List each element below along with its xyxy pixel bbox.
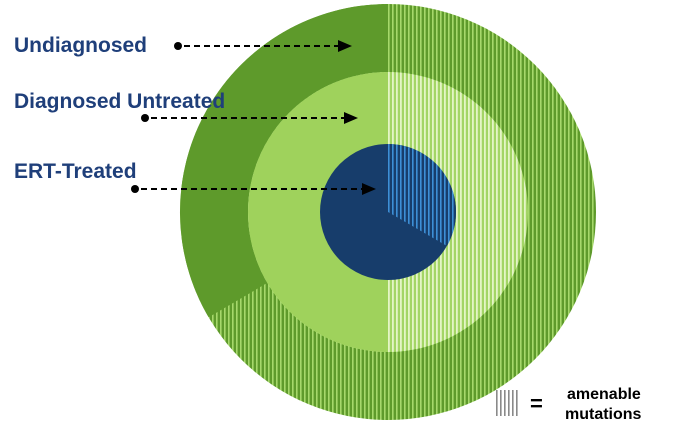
arrow-dot-undiagnosed [174, 42, 182, 50]
label-undiagnosed: Undiagnosed [14, 34, 147, 57]
middle-ring-solid-sector [248, 72, 388, 352]
legend-equals: = [530, 391, 543, 416]
legend-hatch-swatch [496, 390, 520, 416]
arrow-dot-diagnosed-untreated [141, 114, 149, 122]
label-ert-treated-group: ERT-Treated [14, 160, 376, 195]
inner-core-ert-treated [320, 144, 457, 280]
arrow-head-diagnosed-untreated [344, 112, 358, 124]
arrow-head-ert-treated [362, 183, 376, 195]
label-diagnosed-untreated-group: Diagnosed Untreated [14, 90, 358, 124]
label-undiagnosed-group: Undiagnosed [14, 34, 352, 57]
label-ert-treated: ERT-Treated [14, 160, 137, 183]
legend-label-line1: amenable [567, 386, 641, 403]
legend-label-line2: mutations [565, 406, 642, 423]
arrow-head-undiagnosed [338, 40, 352, 52]
legend: = amenable mutations [496, 386, 642, 423]
arrow-dot-ert-treated [131, 185, 139, 193]
label-diagnosed-untreated: Diagnosed Untreated [14, 90, 225, 113]
inner-core-hatched-sector [388, 144, 457, 246]
